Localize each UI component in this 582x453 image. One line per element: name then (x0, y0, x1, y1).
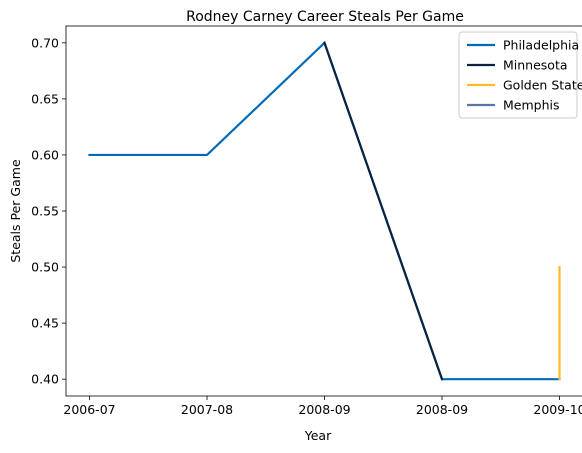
y-tick-label: 0.60 (31, 147, 59, 162)
y-tick-label: 0.45 (31, 316, 59, 331)
chart-title: Rodney Carney Career Steals Per Game (186, 9, 464, 25)
y-tick-label: 0.55 (31, 204, 59, 219)
x-tick-label: 2006-07 (63, 402, 115, 417)
x-axis-ticks: 2006-072007-082008-092008-092009-102010-… (63, 396, 582, 417)
y-tick-label: 0.65 (31, 91, 59, 106)
x-tick-label: 2008-09 (298, 402, 350, 417)
x-tick-label: 2008-09 (416, 402, 468, 417)
legend-label: Philadelphia (503, 38, 579, 53)
legend-label: Minnesota (503, 58, 568, 73)
y-tick-label: 0.40 (31, 372, 59, 387)
y-axis-ticks: 0.40 0.45 0.50 0.55 0.60 0.65 0.70 (31, 35, 66, 387)
legend-label: Memphis (503, 98, 560, 113)
x-axis-label: Year (304, 428, 332, 443)
legend: Philadelphia Minnesota Golden State Memphis (458, 31, 582, 119)
series-line-minnesota (323, 41, 444, 381)
y-tick-label: 0.50 (31, 260, 59, 275)
y-tick-label: 0.70 (31, 35, 59, 50)
x-tick-label: 2009-10 (533, 402, 582, 417)
legend-box (458, 31, 578, 119)
legend-label: Golden State (503, 78, 582, 93)
plot-lines (88, 40, 561, 381)
x-tick-label: 2007-08 (181, 402, 233, 417)
y-axis-label: Steals Per Game (8, 159, 23, 263)
